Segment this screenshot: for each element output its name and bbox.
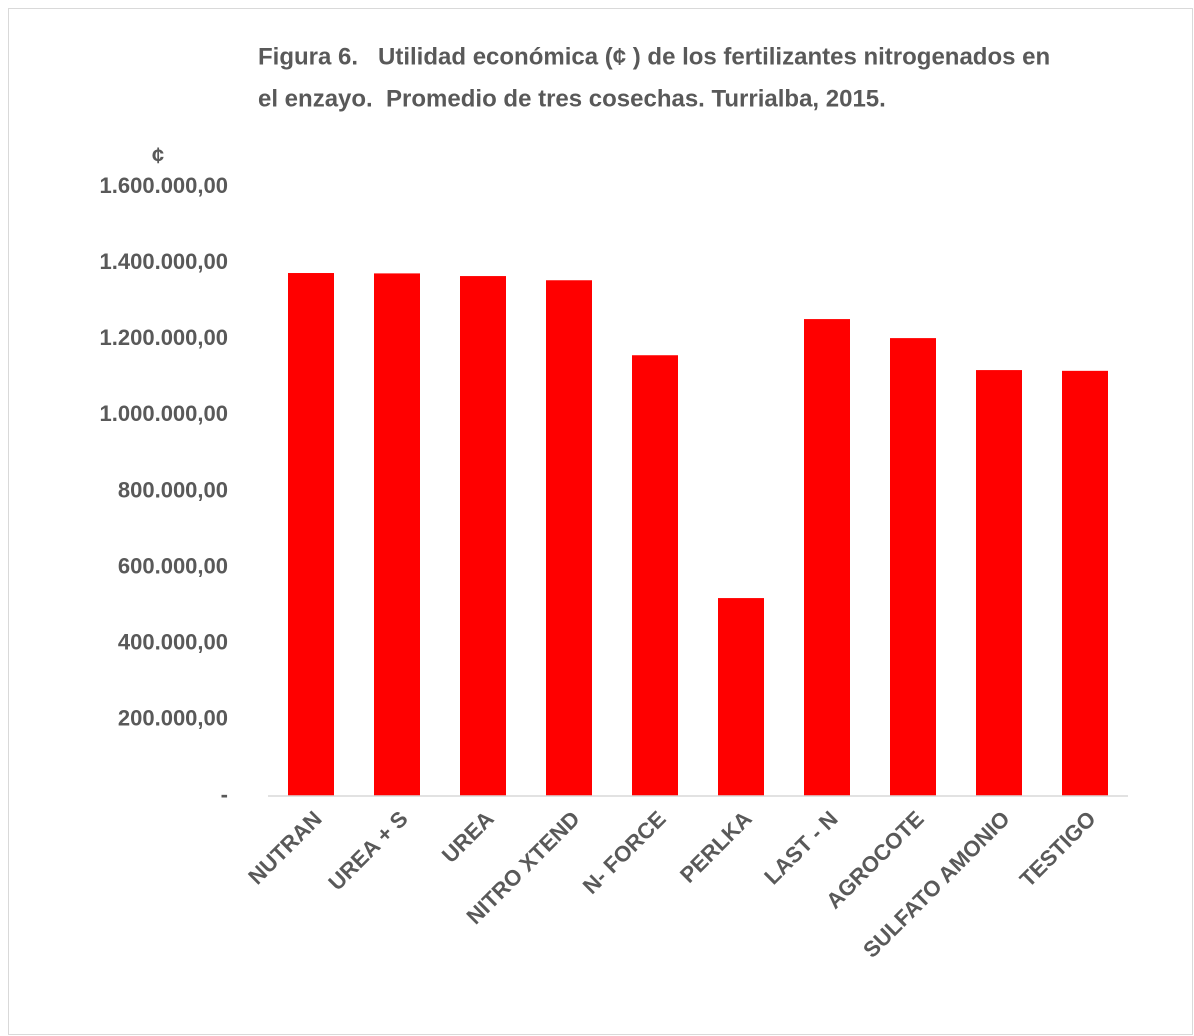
y-tick-label: 1.400.000,00 — [100, 249, 228, 274]
bar — [288, 273, 334, 796]
bar — [460, 276, 506, 796]
bar — [546, 280, 592, 796]
bar — [718, 598, 764, 796]
y-tick-label: 1.200.000,00 — [100, 325, 228, 350]
bar — [374, 273, 420, 797]
bar — [976, 370, 1022, 796]
bar — [890, 338, 936, 796]
chart-title: el enzayo. Promedio de tres cosechas. Tu… — [258, 85, 886, 112]
y-tick-label: - — [221, 782, 228, 807]
y-axis-label: ¢ — [152, 143, 164, 168]
bar — [1062, 370, 1108, 796]
chart-title: Figura 6. Utilidad económica (¢ ) de los… — [258, 43, 1050, 70]
y-tick-label: 1.000.000,00 — [100, 401, 228, 426]
y-tick-label: 1.600.000,00 — [100, 173, 228, 198]
y-tick-label: 800.000,00 — [118, 477, 228, 502]
bar — [804, 319, 850, 796]
y-tick-label: 200.000,00 — [118, 706, 228, 731]
y-tick-label: 400.000,00 — [118, 630, 228, 655]
y-tick-label: 600.000,00 — [118, 553, 228, 578]
bar — [632, 355, 678, 796]
